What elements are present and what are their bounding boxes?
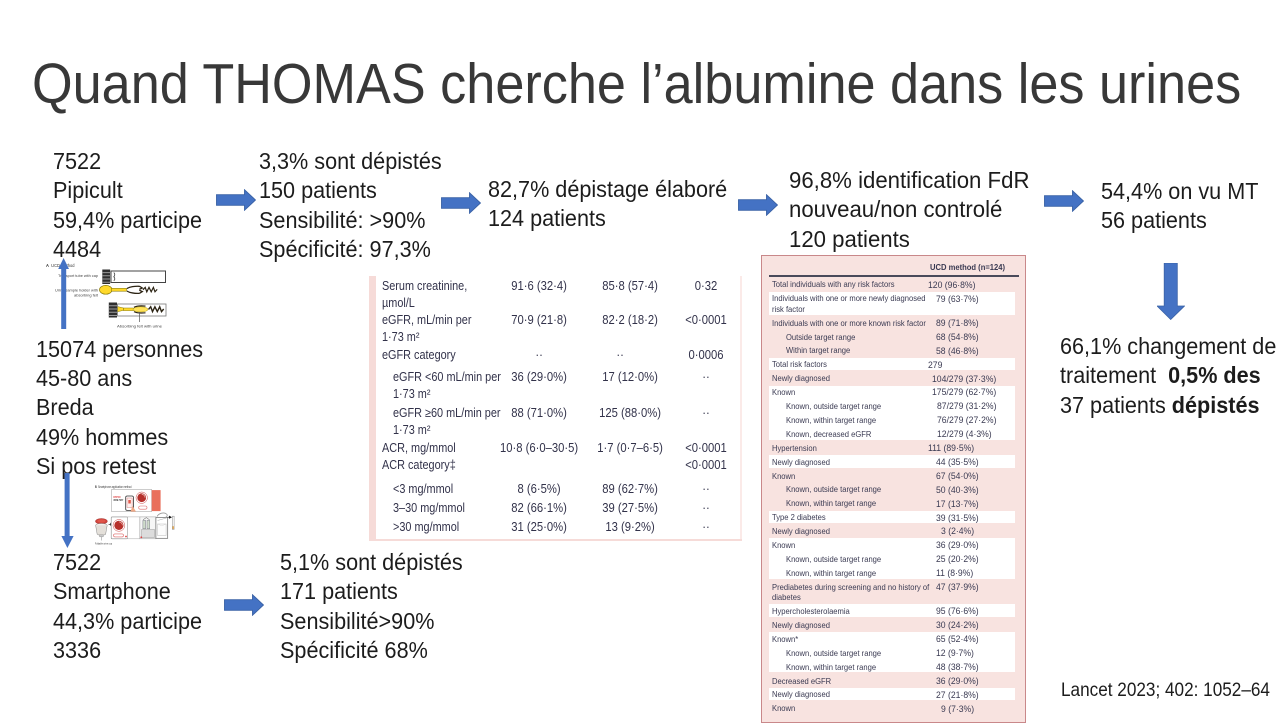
- svg-text:Absorbing felt with urine: Absorbing felt with urine: [117, 324, 163, 329]
- svg-text:Foldable urine cup: Foldable urine cup: [95, 541, 112, 545]
- svg-text:DIPSTICK: DIPSTICK: [113, 497, 121, 499]
- svg-text:Urine sample holder with: Urine sample holder with: [55, 288, 98, 293]
- svg-text:URINE TEST: URINE TEST: [113, 500, 123, 502]
- svg-text:B Smartphone application meth: B Smartphone application method: [95, 485, 132, 489]
- svg-text:absorbing felt: absorbing felt: [74, 293, 99, 298]
- svg-text:Transport tube with cap: Transport tube with cap: [58, 273, 99, 278]
